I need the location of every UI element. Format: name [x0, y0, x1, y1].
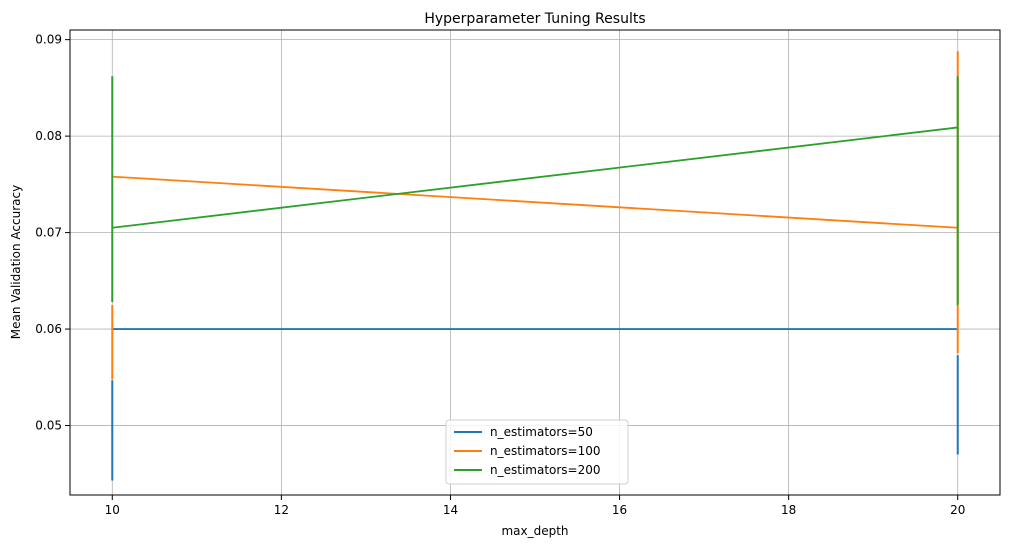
- x-axis: 10 12 14 16 18 20: [105, 495, 965, 517]
- plot-frame: [69, 29, 1001, 496]
- y-tick-label: 0.08: [35, 129, 62, 143]
- x-tick-label: 18: [781, 503, 796, 517]
- legend-box: [445, 419, 629, 485]
- x-tick-label: 20: [950, 503, 965, 517]
- legend-label: n_estimators=100: [490, 444, 601, 458]
- chart-title: Hyperparameter Tuning Results: [424, 11, 645, 27]
- legend-label: n_estimators=50: [490, 425, 593, 439]
- series-line: [112, 175, 958, 229]
- y-tick-label: 0.09: [35, 33, 62, 47]
- legend-label: n_estimators=200: [490, 463, 601, 477]
- series-group: [111, 51, 959, 481]
- series-line: [112, 126, 958, 229]
- y-tick-label: 0.05: [35, 419, 62, 433]
- x-tick-label: 14: [443, 503, 458, 517]
- y-axis-label: Mean Validation Accuracy: [9, 185, 23, 339]
- y-tick-label: 0.07: [35, 226, 62, 240]
- x-tick-label: 10: [105, 503, 120, 517]
- y-tick-label: 0.06: [35, 322, 62, 336]
- x-axis-label: max_depth: [501, 524, 568, 538]
- legend: n_estimators=50 n_estimators=100 n_estimat…: [445, 419, 629, 485]
- x-tick-label: 16: [612, 503, 627, 517]
- x-tick-label: 12: [274, 503, 289, 517]
- y-axis: 0.05 0.06 0.07 0.08 0.09: [35, 33, 70, 433]
